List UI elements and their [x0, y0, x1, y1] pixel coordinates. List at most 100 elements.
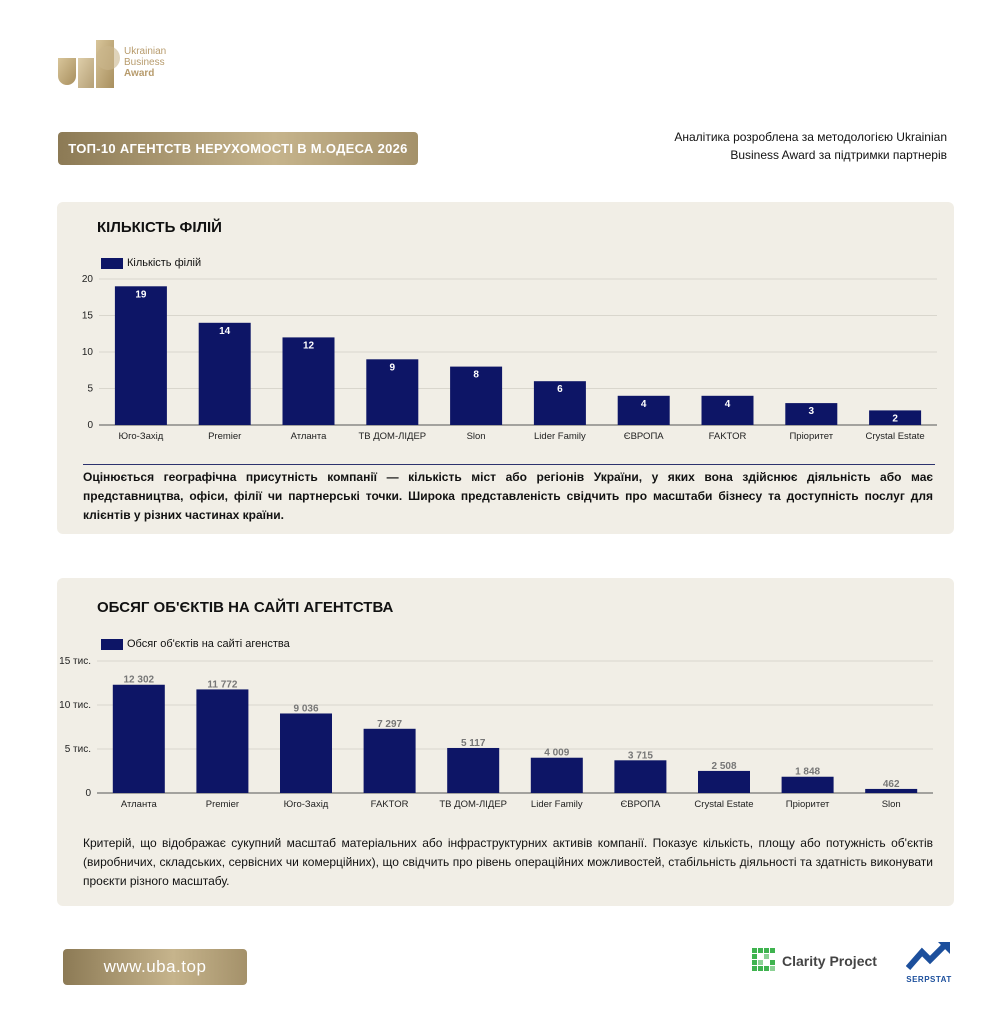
bar	[450, 366, 503, 425]
bar	[701, 395, 754, 425]
value-label: 3	[809, 406, 815, 417]
bar	[112, 684, 165, 793]
x-tick-label: Атланта	[291, 431, 328, 442]
bar	[114, 286, 167, 425]
bar	[198, 322, 251, 425]
x-tick-label: Slon	[882, 799, 901, 810]
y-tick-label: 0	[85, 788, 91, 799]
value-label: 9	[390, 362, 396, 373]
y-tick-label: 5	[87, 384, 93, 395]
x-tick-label: Crystal Estate	[694, 799, 753, 810]
y-tick-label: 10	[82, 347, 94, 358]
legend-swatch	[101, 257, 123, 269]
y-tick-label: 0	[87, 420, 93, 431]
x-tick-label: Slon	[467, 431, 486, 442]
x-tick-label: ТВ ДОМ-ЛІДЕР	[358, 431, 426, 442]
listings-card: ОБСЯГ ОБ'ЄКТІВ НА САЙТІ АГЕНТСТВА Обсяг …	[57, 578, 954, 906]
y-tick-label: 5 тис.	[65, 744, 91, 755]
x-tick-label: ТВ ДОМ-ЛІДЕР	[439, 799, 507, 810]
section2-description: Критерій, що відображає сукупний масштаб…	[83, 836, 933, 888]
value-label: 4	[725, 399, 731, 410]
value-label: 6	[557, 384, 563, 395]
bar	[447, 747, 500, 793]
value-label: 1 848	[795, 767, 820, 778]
value-label: 4	[641, 399, 647, 410]
legend-swatch	[101, 638, 123, 650]
bar	[617, 395, 670, 425]
bar	[196, 689, 249, 793]
section1-title: КІЛЬКІСТЬ ФІЛІЙ	[97, 219, 222, 236]
x-tick-label: Юго-Захід	[284, 799, 329, 810]
divider	[83, 464, 935, 465]
bar	[785, 403, 838, 425]
bar	[363, 728, 416, 793]
value-label: 462	[883, 779, 900, 790]
value-label: 19	[135, 289, 147, 300]
section1-description: Оцінюється географічна присутність компа…	[83, 470, 933, 522]
clarity-icon	[752, 948, 775, 971]
serpstat-logo: SERPSTAT	[904, 940, 954, 984]
x-tick-label: ЄВРОПА	[624, 431, 665, 442]
branches-chart: 0 5 10 15 20 19 Юго-Захід 14 Premier 12 Атланта 9 ТВ…	[82, 274, 937, 442]
y-tick-label: 15 тис.	[59, 656, 91, 667]
value-label: 3 715	[628, 750, 653, 761]
analytics-note: Аналітика розроблена за методологією Ukr…	[627, 128, 947, 164]
x-tick-label: Пріоритет	[786, 799, 830, 810]
clarity-label: Clarity Project	[782, 953, 877, 969]
bar	[865, 788, 918, 793]
value-label: 8	[473, 370, 479, 381]
logo-line2: Business	[124, 57, 165, 68]
x-tick-label: Пріоритет	[789, 431, 833, 442]
uba-logo	[58, 40, 120, 88]
x-tick-label: Юго-Захід	[119, 431, 164, 442]
branches-card: КІЛЬКІСТЬ ФІЛІЙ Кількість філій 0 5 10 15 20…	[57, 202, 954, 534]
x-tick-label: Атланта	[121, 799, 158, 810]
value-label: 11 772	[207, 679, 237, 690]
x-tick-label: FAKTOR	[371, 799, 409, 810]
chart2-legend: Обсяг об'єктів на сайті агенства	[101, 638, 290, 650]
website-link[interactable]: www.uba.top	[63, 949, 247, 985]
x-tick-label: ЄВРОПА	[620, 799, 661, 810]
bar	[366, 359, 419, 425]
analytics-line2: Business Award за підтримки партнерів	[730, 148, 947, 162]
y-tick-label: 20	[82, 274, 94, 285]
x-tick-label: Premier	[206, 799, 239, 810]
y-tick-label: 10 тис.	[59, 700, 91, 711]
logo-line1: Ukrainian	[124, 46, 167, 57]
value-label: 4 009	[544, 748, 569, 759]
logo-text: Ukrainian Business Award	[124, 46, 166, 79]
clarity-project-logo: Clarity Project	[752, 948, 877, 974]
chart1-legend-label: Кількість філій	[127, 257, 202, 269]
value-label: 14	[219, 326, 231, 337]
chart2-legend-label: Обсяг об'єктів на сайті агенства	[127, 638, 290, 650]
value-label: 12	[303, 340, 315, 351]
y-tick-label: 15	[82, 311, 94, 322]
serpstat-label: SERPSTAT	[906, 975, 952, 984]
listings-chart: 0 5 тис. 10 тис. 15 тис. 12 302 Атланта 11 772…	[59, 656, 933, 810]
bar	[280, 713, 332, 793]
x-tick-label: FAKTOR	[709, 431, 747, 442]
value-label: 7 297	[377, 719, 402, 730]
value-label: 12 302	[124, 675, 155, 686]
value-label: 2	[892, 413, 898, 424]
section2-title: ОБСЯГ ОБ'ЄКТІВ НА САЙТІ АГЕНТСТВА	[97, 599, 394, 616]
bar	[282, 337, 335, 425]
x-tick-label: Crystal Estate	[866, 431, 925, 442]
value-label: 9 036	[293, 703, 318, 714]
value-label: 5 117	[461, 738, 486, 749]
x-tick-label: Lider Family	[534, 431, 586, 442]
serpstat-icon	[905, 941, 950, 970]
bar	[614, 760, 667, 793]
bar	[698, 770, 750, 793]
page-title: ТОП-10 АГЕНТСТВ НЕРУХОМОСТІ В М.ОДЕСА 20…	[58, 132, 418, 165]
bar	[533, 381, 586, 425]
bar	[781, 776, 834, 793]
logo-line3: Award	[124, 68, 155, 79]
bar	[869, 410, 922, 425]
chart1-legend: Кількість філій	[101, 257, 201, 269]
analytics-line1: Аналітика розроблена за методологією Ukr…	[674, 130, 947, 144]
bar	[530, 757, 583, 793]
value-label: 2 508	[711, 761, 736, 772]
x-tick-label: Lider Family	[531, 799, 583, 810]
x-tick-label: Premier	[208, 431, 241, 442]
